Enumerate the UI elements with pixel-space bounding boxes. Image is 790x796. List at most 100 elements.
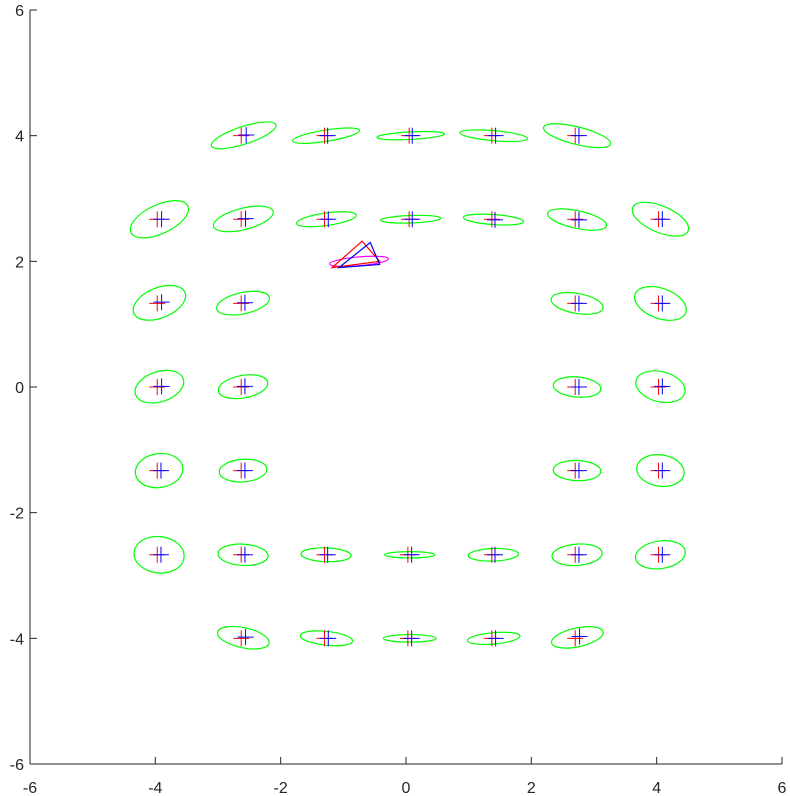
landmark-ellipse [467,547,520,562]
estimated-landmark-marker [319,127,336,144]
estimated-landmark-marker [570,546,587,563]
landmark-ellipse [129,200,190,239]
true-landmark-marker [483,211,500,228]
landmark-ellipse [635,370,686,404]
estimated-landmark-marker [571,628,588,645]
true-landmark-marker [233,379,250,395]
true-landmark-marker [567,630,584,647]
landmark-ellipse [216,290,271,316]
estimated-landmark-marker [654,295,671,312]
x-tick-labels: -6 -4 -2 0 2 4 6 [23,780,787,796]
estimated-landmark-marker [487,630,504,647]
landmark-markers [149,127,671,647]
landmark-ellipse [633,285,687,321]
true-landmark-marker [650,379,667,395]
estimated-landmark-marker [570,462,587,479]
uncertainty-ellipses [129,121,690,650]
estimated-landmark-marker [237,629,254,646]
estimated-landmark-marker [654,378,671,395]
landmark-ellipse [300,547,352,563]
estimated-landmark-marker [403,546,420,563]
landmark-ellipse [550,626,604,649]
estimated-landmark-marker [236,294,253,311]
landmark-ellipse [382,633,437,643]
estimated-landmark-marker [654,546,671,563]
estimated-landmark-marker [236,378,253,395]
estimated-landmark-marker [236,546,253,563]
landmark-ellipse [636,454,685,488]
landmark-ellipse [462,213,525,226]
estimated-landmark-marker [403,630,420,647]
landmark-ellipse [216,625,270,650]
true-landmark-marker [149,295,166,312]
landmark-ellipse [134,452,184,489]
estimated-landmark-marker [153,294,170,311]
landmark-ellipse [634,540,686,570]
landmark-ellipse [133,535,185,574]
y-tick-label: 6 [15,3,24,20]
landmark-ellipse [542,123,612,149]
landmark-ellipse [299,630,354,647]
landmark-ellipse [459,129,529,143]
landmark-ellipse [212,205,274,233]
landmark-ellipse [296,211,357,228]
estimated-landmark-marker [319,546,336,563]
x-tick-label: 0 [402,780,411,796]
landmark-ellipse [552,376,602,398]
chart-axes [29,9,783,765]
estimated-landmark-marker [152,462,169,479]
landmark-ellipse [552,459,602,482]
x-tick-label: 6 [778,780,787,796]
landmark-ellipse [384,551,436,559]
landmark-ellipse [218,458,268,483]
landmark-ellipse [292,127,361,144]
landmark-ellipse [550,291,604,315]
estimated-landmark-marker [487,127,504,144]
true-landmark-marker [233,211,250,228]
landmark-ellipse [217,543,269,567]
true-landmark-marker [567,211,584,228]
estimated-landmark-marker [486,546,503,563]
estimated-landmark-marker [486,211,503,228]
estimated-landmark-marker [320,211,337,228]
estimated-landmark-marker [404,127,421,144]
y-tick-labels: -6 -4 -2 0 2 4 6 [10,3,24,774]
landmark-ellipse [132,284,187,321]
x-tick-label: 4 [652,780,661,796]
landmark-ellipse [134,369,185,404]
y-tick-label: 2 [15,254,24,271]
estimated-landmark-marker [237,210,254,227]
estimated-landmark-marker [153,211,170,228]
landmark-ellipse [631,201,690,237]
estimated-landmark-marker [153,378,170,395]
y-tick-label: 0 [15,380,24,397]
estimated-landmark-marker [654,211,671,228]
x-tick-label: -2 [274,780,288,796]
pose-group [329,240,389,269]
y-tick-label: 4 [15,129,24,146]
true-landmark-marker [149,379,166,395]
true-pose-triangle [330,240,381,269]
estimated-landmark-marker [404,211,421,228]
landmark-ellipse [210,121,277,150]
estimated-landmark-marker [570,127,587,144]
x-tick-label: -6 [23,780,37,796]
estimated-landmark-marker [570,211,587,228]
true-landmark-marker [233,630,250,647]
estimated-landmark-marker [570,379,587,395]
estimated-landmark-marker [238,127,255,144]
true-landmark-marker [233,127,250,144]
estimated-landmark-marker [320,630,337,647]
estimated-pose-triangle [337,241,381,269]
landmark-ellipse [547,208,608,231]
x-tick-label: 2 [527,780,536,796]
landmark-ellipse [551,543,603,567]
x-tick-label: -4 [148,780,162,796]
estimated-landmark-marker [236,462,253,479]
y-tick-label: -4 [10,631,24,648]
estimated-landmark-marker [152,546,169,563]
landmark-ellipse [376,130,446,141]
landmark-ellipse [217,374,269,400]
estimated-landmark-marker [654,462,671,479]
